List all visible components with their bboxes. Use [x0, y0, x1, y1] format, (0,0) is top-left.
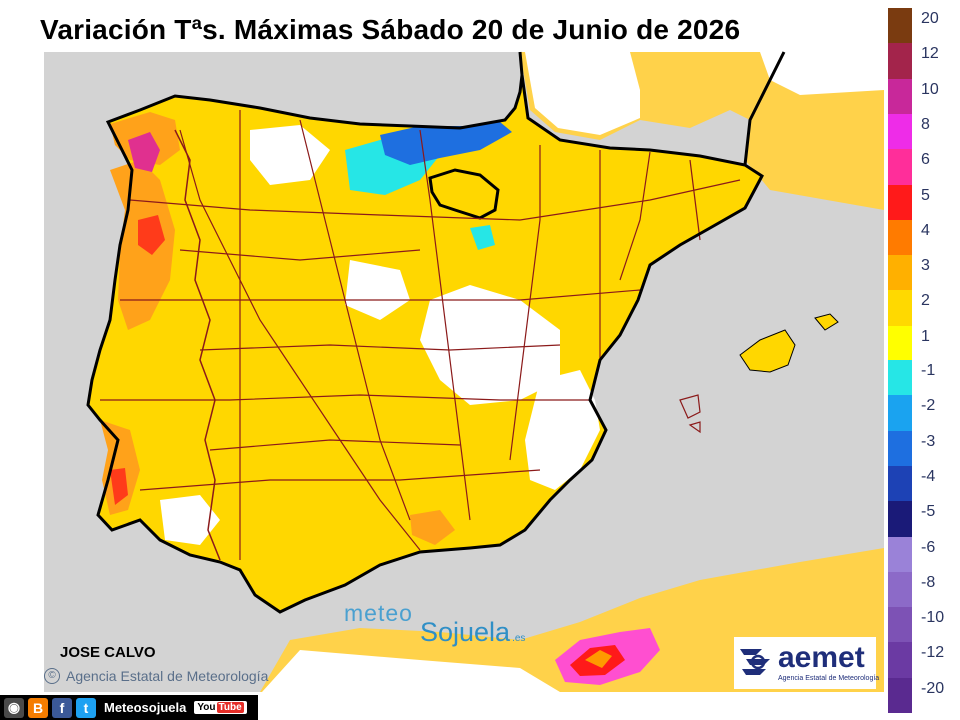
watermark-bottom-text: Sojuela — [420, 617, 511, 647]
white-zone-north — [250, 125, 330, 185]
legend-swatch-neg-5 — [888, 536, 912, 573]
legend-swatch-neg-2 — [888, 430, 912, 467]
agency-credit: © Agencia Estatal de Meteorología — [44, 668, 268, 684]
legend-label-pos-4: 6 — [921, 151, 930, 169]
legend-label-neg-0: -1 — [921, 362, 936, 379]
copyright-icon: © — [44, 668, 60, 684]
legend-swatch-pos-8 — [888, 290, 912, 327]
legend-label-pos-0: 20 — [921, 10, 939, 27]
instagram-icon[interactable]: ◉ — [4, 697, 24, 718]
color-legend: 20 12 10 8 6 5 4 3 2 1 -1 -2 -3 -4 -5 -6 -8 -10 -12 -20 — [885, 0, 960, 720]
white-zone-center-west — [345, 260, 410, 320]
legend-label-pos-8: 2 — [921, 292, 930, 310]
facebook-icon[interactable]: f — [52, 697, 72, 718]
legend-swatch-neg-7 — [888, 607, 912, 643]
legend-label-neg-8: -12 — [921, 644, 945, 662]
legend-label-neg-9: -20 — [921, 679, 945, 697]
legend-label-pos-7: 3 — [921, 257, 930, 275]
legend-label-neg-4: -5 — [921, 503, 936, 521]
legend-swatch-pos-3 — [888, 113, 912, 150]
france-white-zone-2 — [760, 52, 884, 95]
map-title: Variación Tªs. Máximas Sábado 20 de Juni… — [40, 14, 741, 45]
legend-label-neg-7: -10 — [921, 609, 945, 627]
legend-swatch-neg-4 — [888, 501, 912, 537]
legend-swatch-pos-7 — [888, 255, 912, 291]
meteosojuela-watermark: meteo Sojuela .es — [344, 600, 525, 647]
social-handle[interactable]: Meteosojuela — [104, 700, 187, 715]
legend-label-pos-5: 5 — [921, 186, 930, 204]
white-zone-center — [420, 285, 560, 405]
legend-label-pos-6: 4 — [921, 221, 930, 239]
red-west — [138, 215, 165, 255]
ibiza-island — [679, 394, 701, 434]
legend-swatch-pos-2 — [888, 78, 912, 115]
legend-swatch-pos-4 — [888, 149, 912, 185]
blue-north-zone — [380, 122, 512, 165]
portugal-border — [174, 129, 221, 561]
legend-swatch-neg-1 — [888, 395, 912, 432]
la-rioja-outline — [428, 168, 500, 220]
legend-label-neg-6: -8 — [921, 573, 936, 591]
youtube-you: You — [197, 702, 216, 713]
agency-credit-text: Agencia Estatal de Meteorología — [66, 668, 269, 684]
orange-southeast — [410, 510, 455, 545]
cyan-small-zone — [470, 225, 495, 250]
orange-southwest — [100, 420, 140, 515]
blogger-icon[interactable]: B — [28, 697, 48, 718]
watermark-top-text: meteo — [344, 600, 413, 626]
watermark-suffix: .es — [512, 633, 526, 644]
legend-swatch-pos-1 — [888, 43, 912, 80]
aemet-subtitle: Agencia Estatal de Meteorología — [778, 675, 880, 682]
legend-label-pos-9: 1 — [921, 327, 930, 345]
red-southwest — [110, 468, 128, 505]
twitter-icon[interactable]: t — [76, 697, 96, 718]
legend-swatch-neg-0 — [888, 360, 912, 396]
legend-label-neg-2: -3 — [921, 432, 936, 450]
legend-swatch-pos-5 — [888, 184, 912, 221]
africa-orange-spot — [585, 650, 612, 668]
france-white-zone — [525, 52, 640, 135]
aemet-swirl-icon — [740, 649, 770, 675]
legend-swatch-neg-6 — [888, 571, 912, 608]
legend-swatch-neg-9 — [888, 677, 912, 714]
legend-swatch-pos-6 — [888, 219, 912, 256]
legend-label-neg-3: -4 — [921, 467, 936, 485]
magenta-galicia — [128, 132, 160, 172]
aemet-name: aemet — [778, 641, 865, 674]
watermark-bottom: Sojuela .es — [420, 617, 525, 648]
white-zone-southwest — [160, 495, 220, 545]
france-coastline — [518, 51, 786, 166]
legend-swatch-neg-3 — [888, 465, 912, 502]
legend-label-pos-3: 8 — [921, 115, 930, 133]
province-borders — [100, 110, 741, 560]
temperature-anomaly-map — [44, 51, 884, 692]
youtube-icon[interactable]: You Tube — [194, 701, 247, 714]
legend-label-pos-2: 10 — [921, 80, 939, 98]
youtube-tube: Tube — [216, 702, 244, 713]
legend-label-neg-1: -2 — [921, 397, 936, 415]
legend-label-pos-1: 12 — [921, 45, 939, 63]
mallorca-island — [739, 329, 796, 373]
iberia-coastline — [86, 74, 764, 614]
legend-swatch-neg-8 — [888, 642, 912, 679]
social-bar: ◉ B f t Meteosojuela You Tube — [0, 695, 258, 720]
author-name: JOSE CALVO — [60, 644, 156, 661]
legend-swatch-pos-9 — [888, 325, 912, 362]
menorca-island — [814, 313, 839, 331]
legend-swatch-pos-0 — [888, 8, 912, 44]
africa-white — [262, 650, 560, 692]
legend-label-neg-5: -6 — [921, 538, 936, 556]
africa-land — [260, 548, 884, 692]
map-area: Variación Tªs. Máximas Sábado 20 de Juni… — [40, 14, 884, 692]
aemet-logo: aemet Agencia Estatal de Meteorología — [734, 637, 880, 689]
